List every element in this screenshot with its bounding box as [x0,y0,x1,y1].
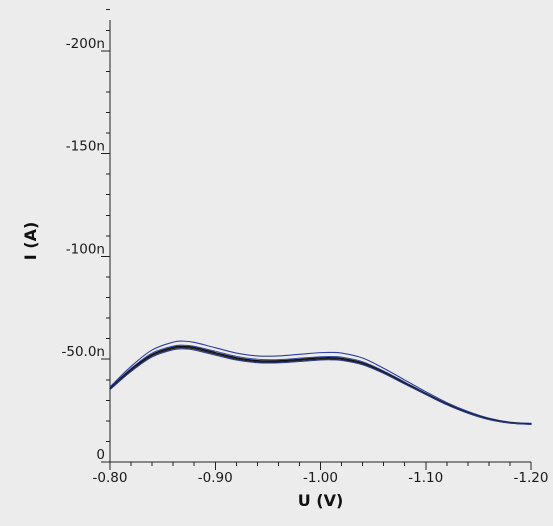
x-tick-label: -0.90 [198,470,233,486]
series-line-5 [109,348,532,425]
series-group [109,340,532,425]
y-tick-label: -100n [66,241,105,257]
x-tick-label: -1.00 [303,470,338,486]
series-line-1 [109,340,532,424]
y-tick-label: -150n [66,139,105,155]
y-tick-label: -200n [66,36,105,52]
y-tick-label: 0 [96,447,105,463]
x-tick-label: -0.80 [93,470,128,486]
axes [109,20,531,463]
x-tick-label: -1.10 [408,470,443,486]
ticks [101,9,532,470]
x-axis-title: U (V) [298,491,344,510]
y-tick-label: -50.0n [62,344,106,360]
y-axis-title: I (A) [21,222,40,261]
tick-labels: -0.80 -0.90 -1.00 -1.10 -1.20 0 -50.0n -100n -15… [62,36,549,486]
x-tick-label: -1.20 [514,470,549,486]
series-line-4 [109,346,532,425]
